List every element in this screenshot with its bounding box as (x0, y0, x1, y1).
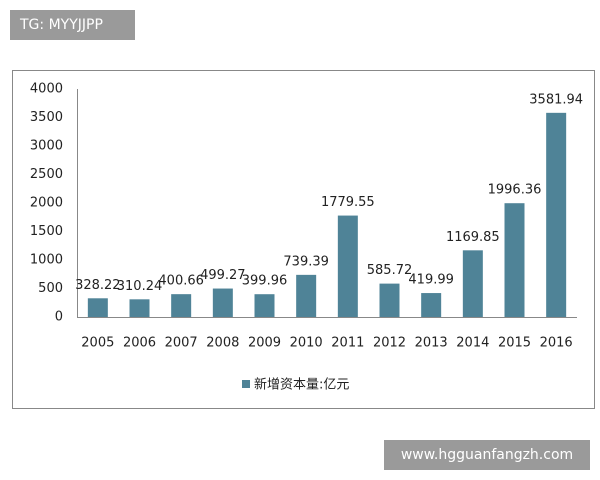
bar (379, 283, 400, 317)
watermark: TG: MYYJJPP (19, 17, 103, 33)
data-label: 399.96 (242, 274, 288, 289)
bar (296, 274, 317, 317)
y-tick-label: 500 (38, 281, 63, 296)
data-label: 3581.94 (529, 92, 583, 107)
x-tick-label: 2014 (456, 336, 489, 351)
x-tick-label: 2013 (415, 336, 448, 351)
bar (462, 250, 483, 317)
x-tick-label: 2010 (290, 336, 323, 351)
y-tick-label: 2500 (30, 167, 63, 182)
data-label: 1996.36 (488, 183, 542, 198)
bar (254, 294, 275, 317)
watermark-box (384, 440, 590, 470)
x-tick-label: 2015 (498, 336, 531, 351)
x-tick-label: 2006 (123, 336, 156, 351)
bar (171, 294, 192, 317)
legend-swatch (242, 380, 250, 388)
y-tick-label: 0 (55, 310, 63, 325)
data-label: 1779.55 (321, 195, 375, 210)
watermark: www.hgguanfangzh.com (401, 447, 573, 463)
y-tick-label: 3000 (30, 139, 63, 154)
bar (212, 288, 233, 317)
bar (504, 203, 525, 317)
bar (546, 112, 567, 317)
y-tick-label: 1500 (30, 224, 63, 239)
x-tick-label: 2011 (331, 336, 364, 351)
y-tick-label: 3500 (30, 110, 63, 125)
chart-frame (12, 70, 595, 409)
bar (337, 215, 358, 317)
data-label: 499.27 (200, 268, 246, 283)
data-label: 310.24 (117, 279, 163, 294)
y-tick-label: 1000 (30, 253, 63, 268)
data-label: 328.22 (75, 278, 121, 293)
data-label: 1169.85 (446, 230, 500, 245)
y-tick-label: 4000 (30, 82, 63, 97)
bar (421, 293, 442, 317)
bar (129, 299, 150, 317)
y-tick-label: 2000 (30, 196, 63, 211)
x-tick-label: 2005 (81, 336, 114, 351)
data-label: 739.39 (283, 254, 329, 269)
x-tick-label: 2012 (373, 336, 406, 351)
bar (87, 298, 108, 317)
data-label: 400.66 (158, 274, 204, 289)
x-tick-label: 2007 (165, 336, 198, 351)
watermark-box (10, 10, 135, 40)
data-label: 419.99 (408, 273, 454, 288)
x-tick-label: 2016 (540, 336, 573, 351)
chart: 0 500 1000 1500 2000 2500 3000 3500 4000 2005 2006… (30, 82, 583, 393)
x-tick-label: 2009 (248, 336, 281, 351)
legend-label: 新增资本量:亿元 (254, 377, 349, 393)
data-label: 585.72 (367, 263, 413, 278)
x-tick-label: 2008 (206, 336, 239, 351)
